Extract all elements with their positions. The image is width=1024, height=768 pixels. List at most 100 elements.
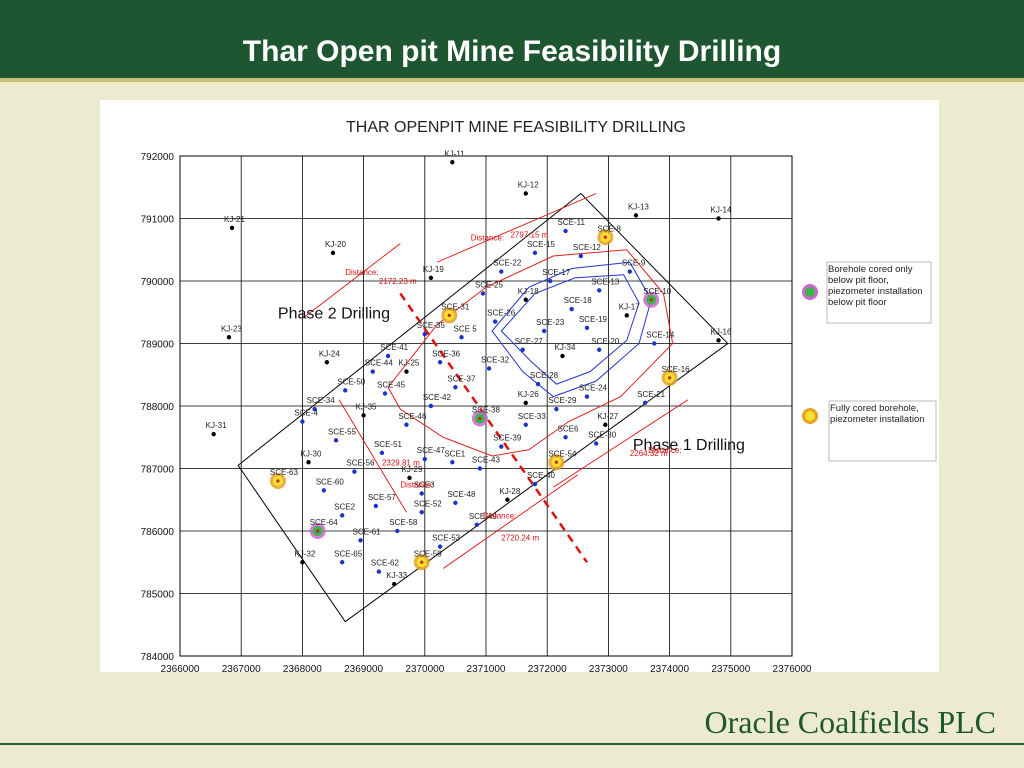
borehole-label: SCE-27 (515, 337, 544, 346)
borehole-dot (649, 298, 653, 302)
borehole-point (453, 500, 458, 506)
borehole-label: SCE-33 (518, 412, 547, 421)
borehole-point (300, 419, 305, 424)
distance-dimension-line (553, 399, 689, 488)
borehole-label: SCE-31 (441, 302, 470, 311)
chart-title: THAR OPENPIT MINE FEASIBILITY DRILLING (346, 119, 686, 136)
borehole-label: SCE-22 (493, 259, 522, 268)
borehole-point (716, 338, 721, 343)
borehole-label: SCE-46 (398, 412, 427, 421)
y-tick-label: 786000 (141, 527, 175, 538)
borehole-label: SCE-52 (414, 499, 443, 508)
borehole-label: KJ-29 (402, 465, 423, 474)
legend-swatch (805, 411, 815, 421)
borehole-label: KJ-26 (518, 390, 539, 399)
borehole-label: KJ-21 (224, 215, 245, 224)
borehole-point (584, 325, 590, 331)
borehole-label: KJ-16 (711, 327, 732, 336)
borehole-label: SCE-54 (548, 449, 577, 458)
borehole-label: SCE6 (558, 424, 579, 433)
borehole-point (477, 466, 483, 471)
borehole-point (459, 335, 464, 340)
borehole-point (492, 319, 498, 324)
pit-outline-red (387, 249, 674, 457)
borehole-point (541, 328, 547, 334)
borehole-label: KJ-18 (518, 287, 539, 296)
borehole-point (229, 225, 235, 231)
y-tick-label: 790000 (141, 277, 175, 288)
borehole-label: SCE-16 (662, 365, 691, 374)
borehole-point (419, 510, 424, 515)
drilling-map: THAR OPENPIT MINE FEASIBILITY DRILLING 23… (141, 119, 937, 672)
x-tick-label: 2375000 (711, 664, 750, 672)
borehole-label: SCE-11 (558, 218, 586, 227)
borehole-label: SCE-63 (270, 468, 299, 477)
x-tick-label: 2370000 (405, 664, 444, 672)
footer-rule (0, 743, 1024, 745)
borehole-label: KJ-13 (628, 202, 649, 211)
distance-dimension-line (436, 193, 597, 263)
borehole-label: SCE-42 (423, 393, 452, 402)
x-tick-label: 2368000 (283, 664, 322, 672)
borehole-label: SCE-37 (447, 374, 476, 383)
borehole-label: SCE-24 (579, 384, 608, 393)
legend-box-pit-floor (826, 261, 932, 324)
borehole-label: SCE-35 (417, 321, 446, 330)
borehole-point (373, 503, 379, 509)
borehole-label: SCE-8 (597, 224, 621, 233)
distance-label: 2720.24 m (501, 533, 539, 542)
borehole-label: SCE-56 (346, 459, 375, 468)
legend-item-pit-floor-text: Borehole cored only below pit floor, pie… (828, 264, 923, 308)
borehole-point (535, 381, 541, 387)
borehole-label: SCE-4 (294, 409, 318, 418)
borehole-point (578, 253, 584, 259)
borehole-label: SCE1 (444, 449, 465, 458)
borehole-label: SCE-23 (536, 318, 565, 327)
borehole-label: SCE-25 (475, 281, 504, 290)
phase-label: Phase 1 Drilling (633, 437, 745, 454)
pit-outline-blue-inner (500, 274, 640, 385)
borehole-point (321, 488, 327, 493)
borehole-point (404, 422, 409, 427)
distance-label: Distance: (648, 446, 681, 455)
borehole-label: KJ-24 (319, 349, 340, 358)
borehole-label: SCE-50 (337, 377, 366, 386)
borehole-label: SCE-62 (371, 559, 400, 568)
borehole-point (633, 213, 639, 218)
borehole-point (597, 288, 602, 293)
y-tick-label: 791000 (141, 215, 175, 226)
borehole-point (395, 528, 400, 534)
borehole-label: SCE-43 (472, 456, 501, 465)
borehole-label: KJ-12 (518, 181, 539, 190)
legend-swatch (805, 287, 815, 297)
borehole-point (339, 560, 345, 565)
borehole-label: SCE-15 (527, 240, 556, 249)
borehole-label: SCE-53 (432, 534, 461, 543)
borehole-label: SCE-44 (365, 359, 394, 368)
borehole-label: KJ-20 (325, 240, 346, 249)
borehole-point (324, 360, 330, 365)
borehole-point (523, 422, 528, 427)
plot-frame (179, 155, 793, 657)
distance-label: Distance: (400, 480, 433, 489)
borehole-point (563, 435, 568, 440)
borehole-point (437, 544, 443, 549)
borehole-point (361, 413, 366, 418)
borehole-point (569, 306, 574, 312)
borehole-label: SCE-19 (579, 315, 608, 324)
borehole-point (343, 388, 348, 393)
borehole-label: SCE-12 (573, 243, 602, 252)
borehole-point (523, 191, 528, 196)
x-tick-label: 2366000 (161, 664, 200, 672)
borehole-point (505, 497, 510, 502)
legend-box-fully-cored (828, 400, 937, 462)
company-logo-text: Oracle Coalfields PLC (704, 704, 996, 740)
borehole-point (624, 313, 629, 318)
y-tick-label: 787000 (141, 465, 175, 476)
borehole-label: SCE-47 (417, 446, 446, 455)
borehole-point (333, 438, 339, 443)
borehole-point (450, 160, 455, 165)
x-tick-label: 2372000 (528, 664, 567, 672)
x-tick-label: 2376000 (773, 664, 812, 672)
borehole-label: SCE-14 (646, 331, 675, 340)
